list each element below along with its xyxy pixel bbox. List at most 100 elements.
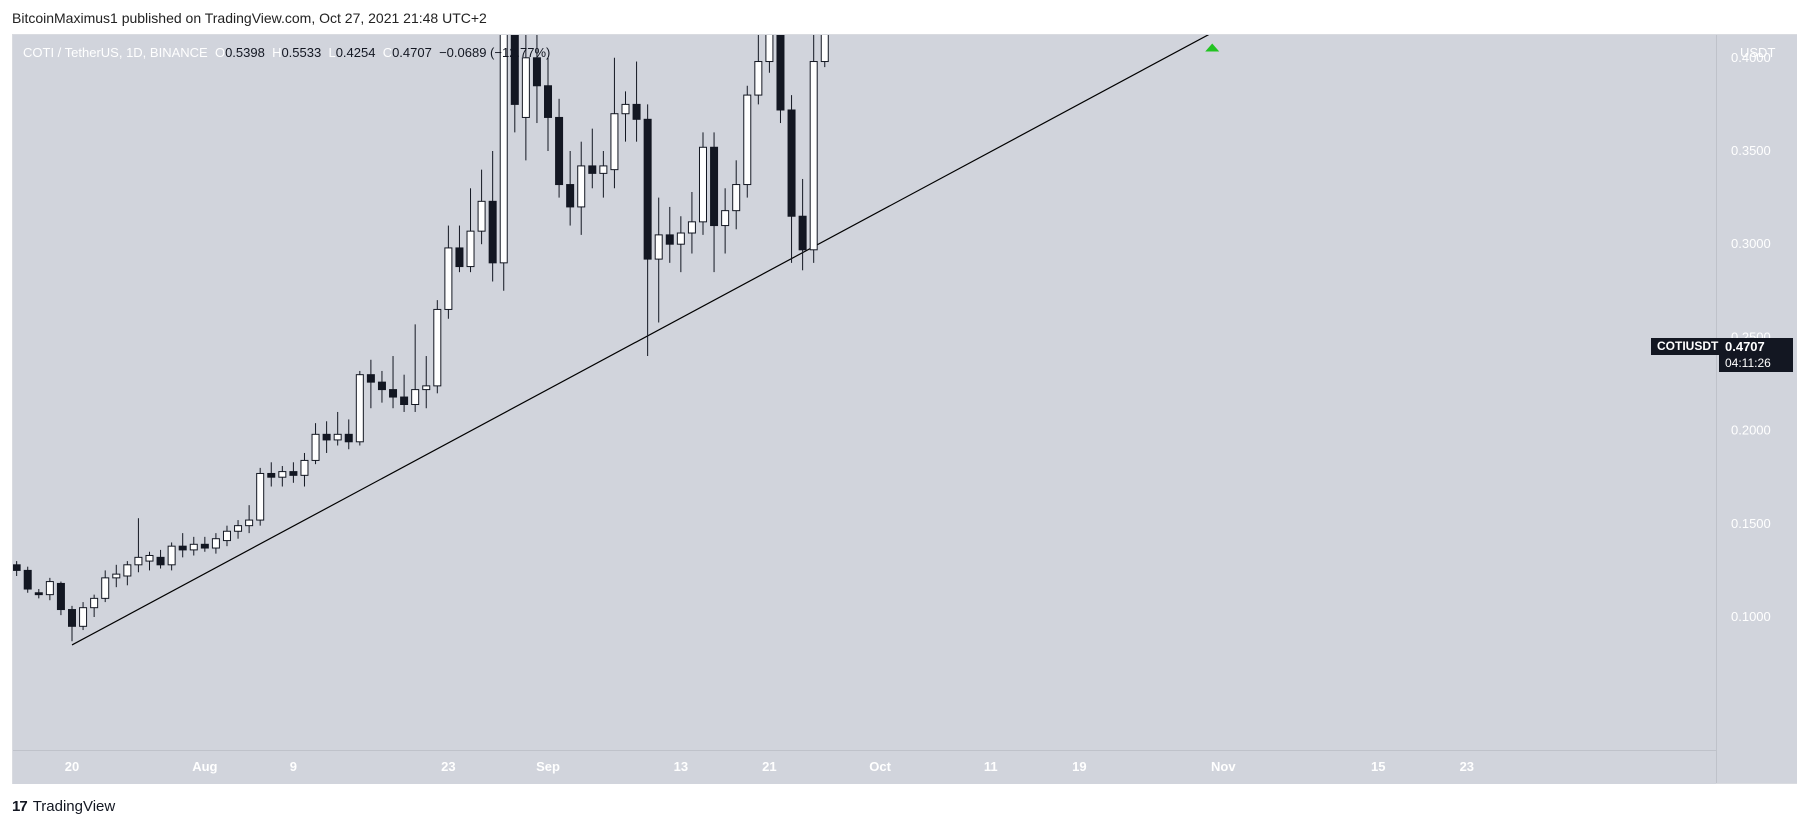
bullish-candle bbox=[422, 385, 431, 391]
time-tick-label: 15 bbox=[1371, 759, 1385, 774]
footer-brand[interactable]: 17 TradingView bbox=[12, 794, 115, 818]
plot-area[interactable] bbox=[13, 35, 1716, 750]
bullish-candle bbox=[698, 146, 707, 223]
candlestick-chart: 0.70000.65000.60000.55000.50000.45000.40… bbox=[13, 35, 1771, 774]
open-value: 0.5398 bbox=[225, 45, 265, 60]
bearish-candle bbox=[68, 609, 76, 627]
change-value: −0.0689 (−12.77%) bbox=[439, 45, 551, 60]
chart-frame[interactable]: 0.70000.65000.60000.55000.50000.45000.40… bbox=[12, 34, 1797, 784]
bullish-candle bbox=[521, 57, 530, 118]
bullish-candle bbox=[610, 113, 619, 171]
bearish-candle bbox=[776, 35, 785, 111]
bullish-candle bbox=[820, 35, 829, 63]
bearish-candle bbox=[455, 247, 464, 268]
bearish-candle bbox=[710, 146, 719, 227]
bullish-candle bbox=[577, 165, 586, 208]
bullish-candle bbox=[411, 389, 420, 406]
published-header: BitcoinMaximus1 published on TradingView… bbox=[12, 10, 487, 26]
price-tick-label: 0.1000 bbox=[1731, 609, 1771, 624]
bullish-candle bbox=[134, 556, 143, 566]
price-tick-label: 0.3500 bbox=[1731, 143, 1771, 158]
bullish-candle bbox=[211, 538, 220, 549]
bullish-candle bbox=[101, 577, 110, 599]
bullish-candle bbox=[721, 210, 730, 227]
time-tick-label: 23 bbox=[441, 759, 455, 774]
bullish-candle bbox=[245, 519, 254, 527]
bullish-candle bbox=[355, 374, 364, 443]
bearish-candle bbox=[510, 35, 519, 105]
price-tick-label: 0.2000 bbox=[1731, 423, 1771, 438]
bearish-candle bbox=[156, 556, 165, 566]
close-value: 0.4707 bbox=[392, 45, 432, 60]
bullish-candle bbox=[477, 200, 486, 232]
bearish-candle bbox=[643, 118, 652, 260]
time-tick-label: 19 bbox=[1072, 759, 1086, 774]
bullish-candle bbox=[189, 543, 198, 551]
close-label: C bbox=[382, 45, 393, 60]
time-tick-label: 20 bbox=[65, 759, 79, 774]
bullish-candle bbox=[743, 94, 752, 186]
price-tag-last: 0.4707 bbox=[1719, 338, 1793, 355]
time-tick-label: 21 bbox=[762, 759, 776, 774]
bullish-candle bbox=[234, 525, 243, 532]
bullish-candle bbox=[433, 308, 442, 387]
price-tick-label: 0.3000 bbox=[1731, 236, 1771, 251]
high-label: H bbox=[272, 45, 282, 60]
bullish-candle bbox=[754, 61, 763, 96]
bullish-candle bbox=[654, 234, 663, 260]
brand-name: TradingView bbox=[32, 797, 116, 815]
bearish-candle bbox=[389, 389, 398, 398]
time-tick-label: 9 bbox=[290, 759, 297, 774]
bullish-candle bbox=[90, 597, 99, 609]
bullish-candle bbox=[765, 35, 774, 63]
bearish-candle bbox=[544, 85, 553, 118]
bearish-candle bbox=[588, 165, 597, 174]
time-axis[interactable] bbox=[13, 750, 1716, 784]
bearish-candle bbox=[532, 57, 541, 87]
time-tick-label: Sep bbox=[536, 759, 560, 774]
symbol-legend: COTI / TetherUS, 1D, BINANCE O0.5398 H0.… bbox=[23, 45, 550, 60]
bullish-candle bbox=[687, 221, 696, 234]
time-tick-label: 13 bbox=[674, 759, 688, 774]
bearish-candle bbox=[13, 564, 21, 571]
price-tick-label: 0.1500 bbox=[1731, 516, 1771, 531]
time-tick-label: Aug bbox=[192, 759, 217, 774]
low-value: 0.4254 bbox=[335, 45, 376, 60]
time-tick-label: 11 bbox=[984, 759, 998, 774]
bullish-candle bbox=[167, 545, 176, 566]
high-value: 0.5533 bbox=[281, 45, 322, 60]
bearish-candle bbox=[23, 569, 32, 590]
price-tag-countdown: 04:11:26 bbox=[1719, 355, 1793, 372]
bullish-candle bbox=[79, 607, 88, 627]
bearish-candle bbox=[488, 200, 497, 264]
bullish-candle bbox=[256, 472, 265, 521]
bullish-candle bbox=[123, 564, 132, 577]
bullish-candle bbox=[45, 581, 54, 596]
bearish-candle bbox=[566, 184, 575, 208]
bearish-candle bbox=[555, 116, 564, 186]
bullish-candle bbox=[300, 459, 309, 476]
axis-unit-label: USDT bbox=[1740, 45, 1776, 60]
bearish-candle bbox=[344, 433, 353, 443]
bullish-candle bbox=[333, 433, 342, 441]
bearish-candle bbox=[665, 234, 674, 245]
bearish-candle bbox=[289, 471, 298, 476]
ascending-trendline bbox=[71, 35, 1210, 646]
time-tick-label: Nov bbox=[1211, 759, 1236, 774]
bullish-candle bbox=[809, 61, 818, 251]
bearish-candle bbox=[56, 582, 65, 611]
open-label: O bbox=[214, 45, 226, 60]
bullish-candle bbox=[222, 530, 231, 542]
bearish-candle bbox=[178, 545, 187, 551]
up-arrow-marker bbox=[1205, 43, 1220, 52]
price-axis[interactable] bbox=[1716, 35, 1797, 783]
bullish-candle bbox=[676, 232, 685, 245]
bearish-candle bbox=[787, 109, 796, 217]
bearish-candle bbox=[632, 103, 641, 120]
bullish-candle bbox=[145, 554, 154, 562]
bearish-candle bbox=[400, 396, 409, 406]
price-tick-label: 0.4000 bbox=[1731, 50, 1771, 65]
bearish-candle bbox=[798, 215, 807, 251]
bullish-candle bbox=[599, 165, 608, 174]
bearish-candle bbox=[377, 381, 386, 391]
